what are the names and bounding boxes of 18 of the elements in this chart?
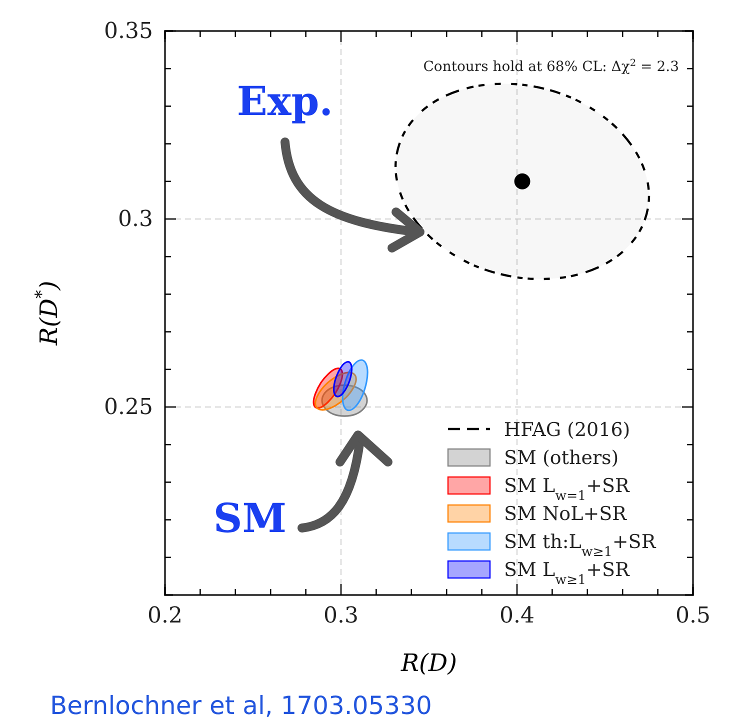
legend-label: SM L$_{w≥1}$+SR (504, 559, 630, 588)
legend-label: SM L$_{w=1}$+SR (504, 475, 630, 504)
x-axis-title: R(D) (400, 649, 458, 677)
legend-label: HFAG (2016) (504, 419, 630, 441)
x-tick-label: 0.5 (676, 604, 710, 629)
x-tick-label: 0.4 (500, 604, 534, 629)
annotation: Contours hold at 68% CL: Δχ$^{2}$ = 2.3 (423, 58, 679, 75)
text: Bernlochner et al, 1703.05330 (50, 691, 432, 720)
x-tick-label: 0.2 (148, 604, 182, 629)
legend-label: SM (others) (504, 447, 619, 469)
y-tick-label: 0.35 (104, 19, 153, 44)
x-tick-label: 0.3 (324, 604, 358, 629)
annotation: Exp. (236, 78, 334, 125)
legend-label: SM NoL+SR (504, 503, 628, 525)
y-tick-label: 0.3 (118, 207, 153, 232)
legend-label: SM th:L$_{w≥1}$+SR (504, 531, 656, 560)
y-tick-label: 0.25 (104, 395, 153, 420)
annotation: SM (213, 495, 287, 542)
